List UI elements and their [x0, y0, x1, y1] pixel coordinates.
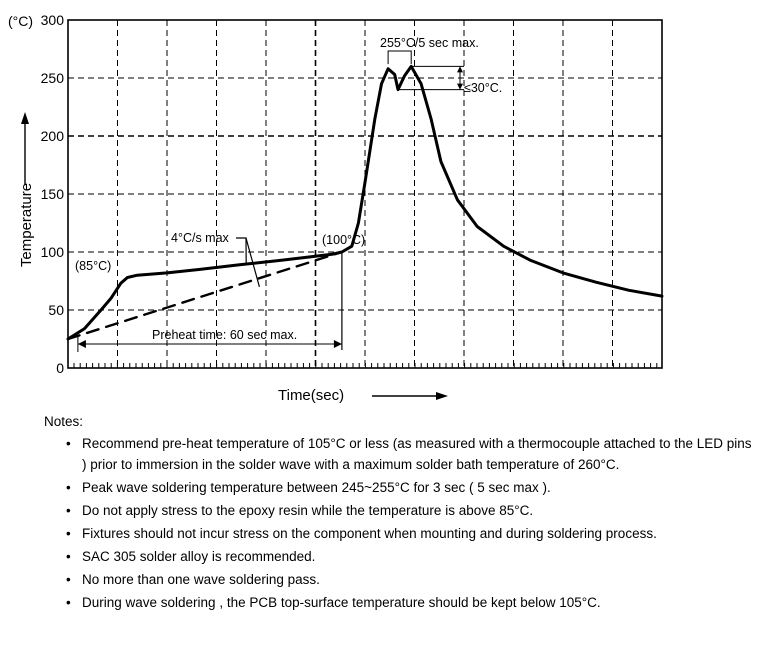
chart-grid: [68, 20, 662, 368]
note-item: • During wave soldering , the PCB top-sur…: [44, 592, 756, 613]
preheat-arrow-left-head: [77, 340, 86, 348]
note-item: • Do not apply stress to the epoxy resin …: [44, 500, 756, 521]
annotation-100c-label: (100°C): [322, 233, 365, 247]
annotation-ramp-label: 4°C/s max: [171, 231, 230, 245]
notes-section: Notes: • Recommend pre-heat temperature o…: [44, 414, 756, 615]
y-tick-label: 250: [41, 70, 65, 86]
delta-arrow-up: [457, 66, 463, 73]
y-direction-arrow-head: [21, 112, 29, 124]
note-item: • Fixtures should not incur stress on the…: [44, 523, 756, 544]
preheat-arrow-right-head: [333, 340, 342, 348]
bullet-icon: •: [66, 572, 71, 587]
y-unit-label: (°C): [8, 13, 33, 29]
chart-axes: [67, 19, 663, 369]
note-text: Fixtures should not incur stress on the …: [82, 526, 657, 541]
note-item: • SAC 305 solder alloy is recommended.: [44, 546, 756, 567]
notes-title: Notes:: [44, 414, 84, 429]
bullet-icon: •: [66, 480, 71, 495]
y-tick-label: 100: [41, 244, 65, 260]
note-text: During wave soldering , the PCB top-surf…: [82, 595, 601, 610]
bullet-icon: •: [66, 549, 71, 564]
y-tick-label: 200: [41, 128, 65, 144]
bullet-icon: •: [66, 436, 71, 451]
series-solid-line: [66, 64, 664, 341]
delta-arrow-down: [457, 83, 463, 90]
bullet-icon: •: [66, 595, 71, 610]
annotation-delta-label: ≤30°C.: [464, 81, 502, 95]
note-text: No more than one wave soldering pass.: [82, 572, 320, 587]
notes-list: • Recommend pre-heat temperature of 105°C…: [44, 433, 756, 613]
soldering-profile-chart: 0 50 100 150 200 250 300 (°C) Temperature Time…: [8, 12, 664, 404]
note-text: Recommend pre-heat temperature of 105°C …: [82, 436, 752, 472]
x-direction-arrow-head: [436, 392, 448, 400]
annotation-peak-label: 255°C/5 sec max.: [380, 36, 479, 50]
y-tick-label: 50: [48, 302, 64, 318]
chart-ticks: 0 50 100 150 200 250 300: [41, 12, 65, 376]
series-dashed-line: [66, 250, 344, 341]
note-item: • No more than one wave soldering pass.: [44, 569, 756, 590]
ramp-pointer-dashed: [245, 237, 260, 287]
annotation-85c-label: (85°C): [75, 259, 111, 273]
chart-series: [66, 64, 664, 341]
y-tick-label: 300: [41, 12, 65, 28]
note-text: Do not apply stress to the epoxy resin w…: [82, 503, 534, 518]
note-text: Peak wave soldering temperature between …: [82, 480, 551, 495]
x-axis-label: Time(sec): [278, 387, 344, 404]
bullet-icon: •: [66, 503, 71, 518]
annotation-preheat-label: Preheat time: 60 sec max.: [152, 328, 297, 342]
note-text: SAC 305 solder alloy is recommended.: [82, 549, 316, 564]
y-axis-label: Temperature: [18, 183, 35, 267]
y-tick-label: 150: [41, 186, 65, 202]
ramp-pointer-solid: [236, 237, 247, 265]
peak-bracket: [387, 50, 412, 65]
y-tick-label: 0: [56, 360, 64, 376]
chart-annotation-marks: [21, 50, 464, 400]
note-item: • Recommend pre-heat temperature of 105°C…: [44, 433, 756, 475]
note-item: • Peak wave soldering temperature between…: [44, 477, 756, 498]
bullet-icon: •: [66, 526, 71, 541]
